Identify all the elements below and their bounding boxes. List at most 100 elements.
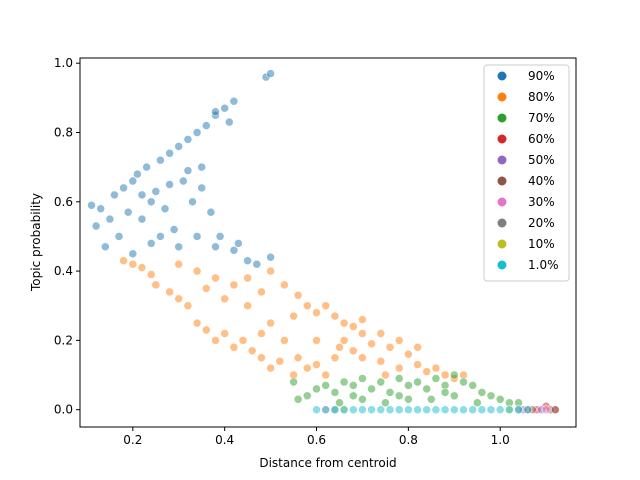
point-9-19 (486, 405, 496, 415)
point-0-42 (165, 180, 174, 189)
point-9-21 (505, 405, 514, 415)
point-2-15 (422, 384, 432, 394)
point-1-12 (229, 342, 239, 352)
point-1-5 (165, 287, 174, 297)
point-1-7 (183, 301, 193, 311)
point-1-56 (266, 318, 275, 328)
point-0-22 (183, 135, 193, 144)
point-0-7 (119, 183, 128, 193)
point-0-29 (215, 232, 225, 241)
point-1-46 (302, 301, 312, 311)
point-1-65 (358, 353, 367, 363)
point-0-40 (252, 259, 262, 269)
point-0-25 (197, 162, 206, 172)
point-9-17 (468, 405, 478, 415)
legend-label: 60% (528, 132, 555, 146)
point-1-9 (202, 325, 211, 335)
point-0-6 (114, 232, 124, 241)
point-1-54 (394, 336, 404, 345)
point-2-19 (459, 377, 468, 387)
plot-frame (79, 57, 577, 428)
point-1-37 (174, 259, 183, 269)
point-9-2 (330, 405, 340, 415)
point-0-31 (229, 97, 239, 106)
point-2-31 (449, 391, 459, 401)
point-0-33 (225, 117, 234, 127)
point-0-14 (146, 239, 156, 248)
point-0-11 (137, 190, 147, 200)
point-2-8 (358, 374, 367, 383)
x-axis: 0.2 0.4 0.6 0.8 1.0 (123, 427, 510, 447)
point-9-15 (449, 405, 459, 415)
point-9-3 (339, 405, 349, 415)
point-1-8 (192, 318, 202, 328)
point-2-14 (413, 377, 422, 387)
point-2-12 (394, 374, 404, 383)
point-9-0 (312, 405, 321, 415)
point-1-50 (339, 318, 349, 328)
point-2-18 (449, 370, 459, 380)
point-9-12 (422, 405, 432, 415)
point-1-4 (151, 280, 161, 290)
legend-label: 10% (528, 237, 555, 251)
point-2-35 (440, 388, 450, 397)
point-0-17 (160, 204, 170, 213)
point-1-22 (330, 353, 340, 363)
point-0-8 (123, 207, 133, 217)
point-1-57 (289, 311, 298, 321)
point-1-62 (280, 336, 289, 345)
point-1-55 (413, 342, 422, 352)
point-1-30 (404, 349, 413, 359)
point-9-9 (394, 405, 404, 415)
y-tick-label: 0.4 (54, 264, 73, 278)
point-9-4 (348, 405, 358, 415)
point-1-19 (302, 363, 312, 373)
points-layer (87, 69, 560, 415)
point-1-31 (413, 360, 422, 369)
point-0-12 (137, 214, 147, 224)
point-1-38 (192, 266, 202, 276)
point-1-21 (321, 370, 331, 380)
point-9-13 (431, 405, 441, 415)
point-1-34 (440, 370, 450, 380)
point-1-60 (202, 284, 211, 293)
legend-marker (497, 134, 507, 144)
point-2-26 (335, 398, 344, 408)
legend-label: 1.0% (528, 258, 559, 272)
legend-label: 20% (528, 216, 555, 230)
point-1-42 (257, 287, 266, 297)
point-1-13 (238, 336, 248, 345)
point-1-48 (321, 301, 331, 311)
x-tick-label: 0.2 (123, 433, 142, 447)
point-1-29 (394, 363, 404, 373)
point-9-14 (440, 405, 450, 415)
legend-marker (497, 113, 507, 123)
point-0-38 (229, 246, 239, 255)
point-0-49 (266, 69, 275, 78)
point-2-3 (312, 384, 321, 394)
point-0-36 (192, 232, 202, 241)
y-tick-label: 1.0 (54, 56, 73, 70)
point-1-44 (280, 280, 289, 290)
point-0-41 (266, 252, 275, 262)
point-9-20 (495, 405, 505, 415)
point-9-7 (376, 405, 386, 415)
point-1-32 (422, 367, 432, 376)
point-9-18 (477, 405, 487, 415)
point-1-43 (266, 266, 275, 276)
point-2-1 (293, 394, 303, 404)
point-2-4 (321, 381, 331, 390)
point-0-37 (211, 242, 220, 252)
point-0-39 (243, 256, 252, 266)
point-2-5 (330, 388, 340, 397)
point-9-10 (404, 405, 413, 415)
x-tick-label: 1.0 (491, 433, 510, 447)
point-2-9 (367, 384, 376, 394)
legend-label: 40% (528, 174, 555, 188)
legend-marker (497, 260, 507, 270)
point-0-26 (202, 121, 211, 130)
point-1-58 (243, 301, 252, 311)
point-5-2 (550, 405, 560, 415)
x-tick-label: 0.4 (215, 433, 234, 447)
point-1-61 (257, 329, 266, 338)
